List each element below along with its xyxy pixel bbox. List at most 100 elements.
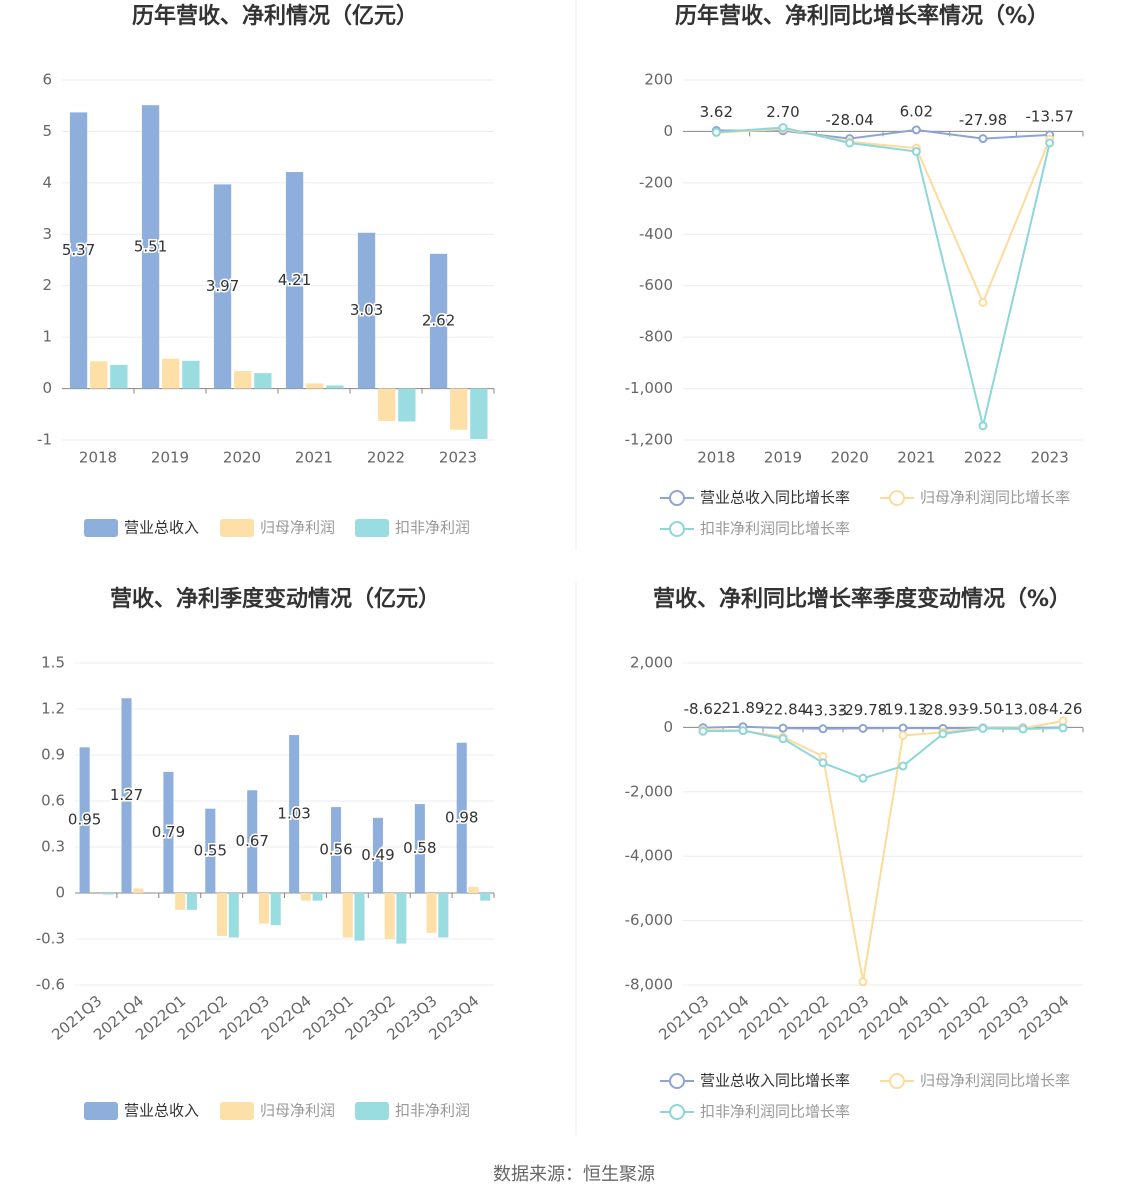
bar	[205, 808, 216, 893]
value-label: 21.89	[722, 699, 765, 717]
y-tick-label: -400	[639, 225, 673, 243]
bar	[438, 893, 449, 938]
y-tick-label: 2	[42, 276, 52, 294]
point	[978, 134, 988, 144]
bar	[90, 361, 108, 389]
legend-marker	[669, 521, 685, 537]
y-tick-label: -600	[639, 276, 673, 294]
value-label: 3.03	[350, 301, 383, 319]
line	[702, 727, 1064, 780]
bar	[175, 893, 186, 910]
bar	[456, 742, 467, 893]
value-label: 0.49	[361, 846, 394, 864]
bar	[133, 888, 144, 893]
value-label: 0.58	[403, 839, 436, 857]
bar	[414, 804, 425, 893]
point	[818, 724, 828, 734]
point	[698, 726, 708, 736]
value-label: 3.62	[700, 103, 733, 121]
x-tick-label: 2019	[764, 449, 802, 467]
y-tick-label: -1	[37, 431, 52, 449]
bar	[141, 105, 160, 389]
y-tick-label: 1.5	[41, 654, 65, 672]
y-tick-label: 0.6	[41, 792, 65, 810]
line	[716, 128, 1050, 140]
x-tick-label: 2021	[295, 449, 333, 467]
bar	[384, 893, 395, 939]
point	[978, 297, 988, 307]
legend-swatch	[220, 1102, 254, 1120]
bar	[342, 893, 353, 938]
point	[898, 723, 908, 733]
legend-marker	[889, 1073, 905, 1089]
point	[1058, 716, 1068, 726]
x-tick-label: 2023	[1031, 449, 1069, 467]
legend-label: 扣非净利润同比增长率	[700, 1103, 850, 1121]
y-tick-label: 0	[42, 379, 52, 397]
y-tick-label: -8,000	[625, 976, 673, 994]
value-label: 1.03	[277, 805, 310, 823]
y-tick-label: 6	[42, 71, 52, 89]
value-label: 5.37	[62, 241, 95, 259]
legend-swatch	[84, 1102, 118, 1120]
y-tick-label: 1	[42, 328, 52, 346]
value-label: 0.67	[236, 832, 269, 850]
point	[1045, 138, 1055, 148]
legend-label: 扣非净利润	[395, 519, 470, 537]
point	[845, 138, 855, 148]
point	[938, 729, 948, 739]
value-label: -9.50	[964, 700, 1003, 718]
bar	[354, 893, 365, 941]
bar	[258, 893, 269, 924]
chart-title: 营收、净利同比增长率季度变动情况（%）	[653, 586, 1071, 612]
line	[702, 719, 1064, 982]
legend-marker	[669, 490, 685, 506]
point	[778, 723, 788, 733]
x-tick-label: 2021	[897, 449, 935, 467]
footer: 数据来源：恒生聚源	[493, 1164, 655, 1185]
y-tick-label: 1.2	[41, 700, 65, 718]
value-label: -43.33	[799, 701, 847, 719]
value-label: 2.62	[422, 312, 455, 330]
value-label: -13.08	[999, 700, 1047, 718]
point	[911, 125, 921, 135]
y-tick-label: -1,200	[625, 431, 673, 449]
value-label: -28.93	[919, 701, 967, 719]
value-label: 0.56	[319, 841, 352, 859]
point	[898, 730, 908, 740]
x-tick-label: 2022	[964, 449, 1002, 467]
value-label: 5.51	[134, 237, 167, 255]
value-label: 2.70	[766, 103, 799, 121]
y-tick-label: 0.3	[41, 838, 65, 856]
bar	[182, 360, 200, 389]
bar	[378, 388, 396, 421]
bar	[480, 893, 491, 901]
point	[818, 758, 828, 768]
y-tick-label: -6,000	[625, 911, 673, 929]
y-tick-label: 200	[644, 71, 673, 89]
legend-swatch	[355, 519, 389, 537]
legend-label: 营业总收入	[124, 519, 199, 537]
value-label: -29.78	[839, 701, 887, 719]
legend-label: 归母净利润同比增长率	[920, 489, 1070, 507]
point	[911, 146, 921, 156]
point	[778, 123, 788, 133]
legend-label: 归母净利润	[260, 519, 335, 537]
legend-marker	[669, 1104, 685, 1120]
legend-swatch	[84, 519, 118, 537]
value-label: -28.04	[825, 111, 873, 129]
bar	[228, 893, 239, 938]
bar	[470, 388, 488, 439]
bar	[217, 893, 228, 936]
x-tick-label: 2022	[367, 449, 405, 467]
legend-label: 营业总收入	[124, 1102, 199, 1120]
x-tick-label: 2023	[439, 449, 477, 467]
line	[716, 127, 1051, 306]
bar	[426, 893, 437, 933]
value-label: -13.57	[1025, 107, 1073, 125]
y-tick-label: -0.3	[36, 930, 65, 948]
x-tick-label: 2020	[223, 449, 261, 467]
bar	[285, 172, 304, 389]
value-label: 0.98	[445, 808, 478, 826]
